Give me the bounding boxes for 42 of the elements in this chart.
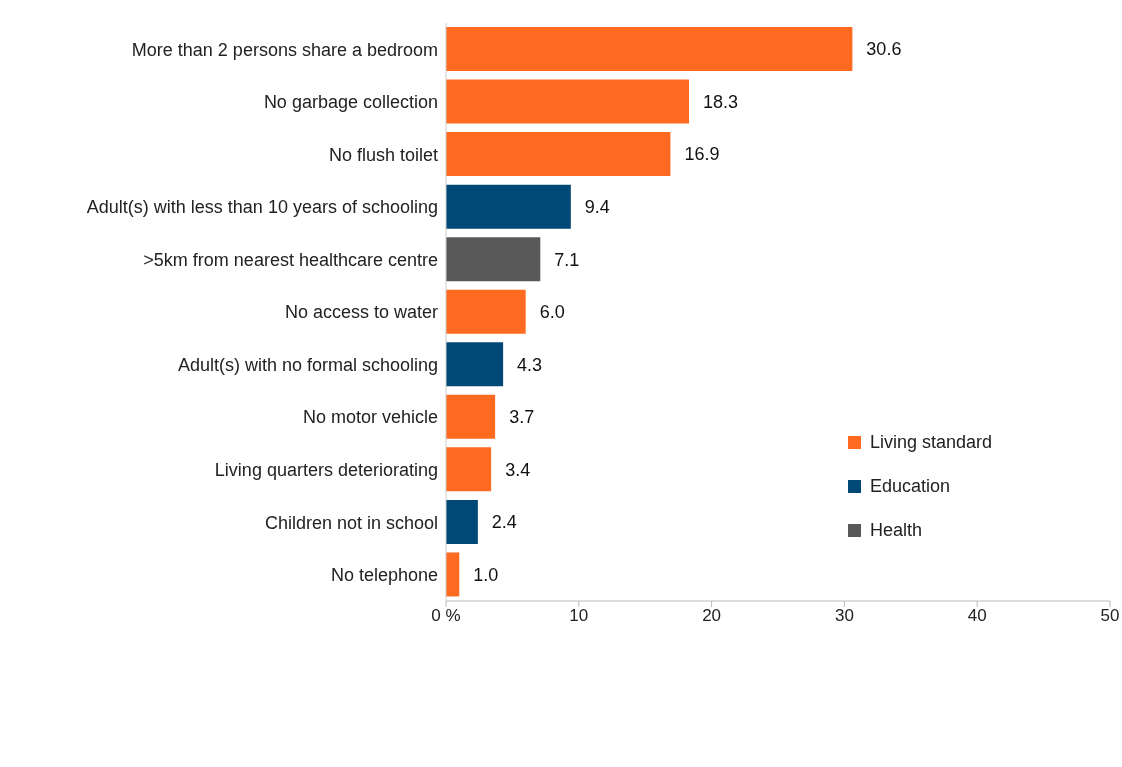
y-tick-label: >5km from nearest healthcare centre <box>143 249 438 270</box>
legend-label: Living standard <box>870 431 993 453</box>
data-label: 1.0 <box>473 564 499 585</box>
y-tick-label: No telephone <box>330 565 438 586</box>
y-tick-label: No motor vehicle <box>302 407 438 428</box>
bar <box>446 552 460 597</box>
y-tick-label: No garbage collection <box>263 92 438 113</box>
bar <box>446 237 541 282</box>
data-label: 2.4 <box>491 512 517 533</box>
x-tick-label: 40 <box>967 606 987 626</box>
y-tick-label: Living quarters deteriorating <box>214 460 438 481</box>
x-tick-label: 0 % <box>431 606 461 626</box>
data-label: 9.4 <box>584 197 610 218</box>
data-label: 3.7 <box>509 407 535 428</box>
x-tick-label: 10 <box>569 606 589 626</box>
data-label: 7.1 <box>554 249 580 270</box>
data-label: 3.4 <box>505 459 531 480</box>
bar <box>446 342 504 387</box>
x-tick-label: 20 <box>702 606 722 626</box>
bar <box>446 499 478 544</box>
data-label: 4.3 <box>517 354 543 375</box>
y-tick-label: No access to water <box>284 302 438 323</box>
x-tick-label: 30 <box>834 606 854 626</box>
bar <box>446 184 571 229</box>
y-tick-label: Children not in school <box>264 512 438 533</box>
bar <box>446 79 690 124</box>
y-tick-label: More than 2 persons share a bedroom <box>131 39 438 60</box>
bar <box>446 132 671 177</box>
y-tick-label: Adult(s) with no formal schooling <box>177 354 438 375</box>
legend-label: Education <box>870 475 951 497</box>
data-label: 16.9 <box>684 144 720 165</box>
y-tick-label: No flush toilet <box>328 144 438 165</box>
data-label: 6.0 <box>539 302 565 323</box>
data-label: 30.6 <box>866 39 902 60</box>
x-tick-label: 50 <box>1100 606 1120 626</box>
bar <box>446 447 492 492</box>
y-tick-label: Adult(s) with less than 10 years of schooling <box>86 197 438 218</box>
bar <box>446 394 496 439</box>
legend-label: Health <box>870 519 923 541</box>
bar <box>446 27 853 71</box>
data-label: 18.3 <box>703 91 739 112</box>
bar <box>446 289 526 334</box>
